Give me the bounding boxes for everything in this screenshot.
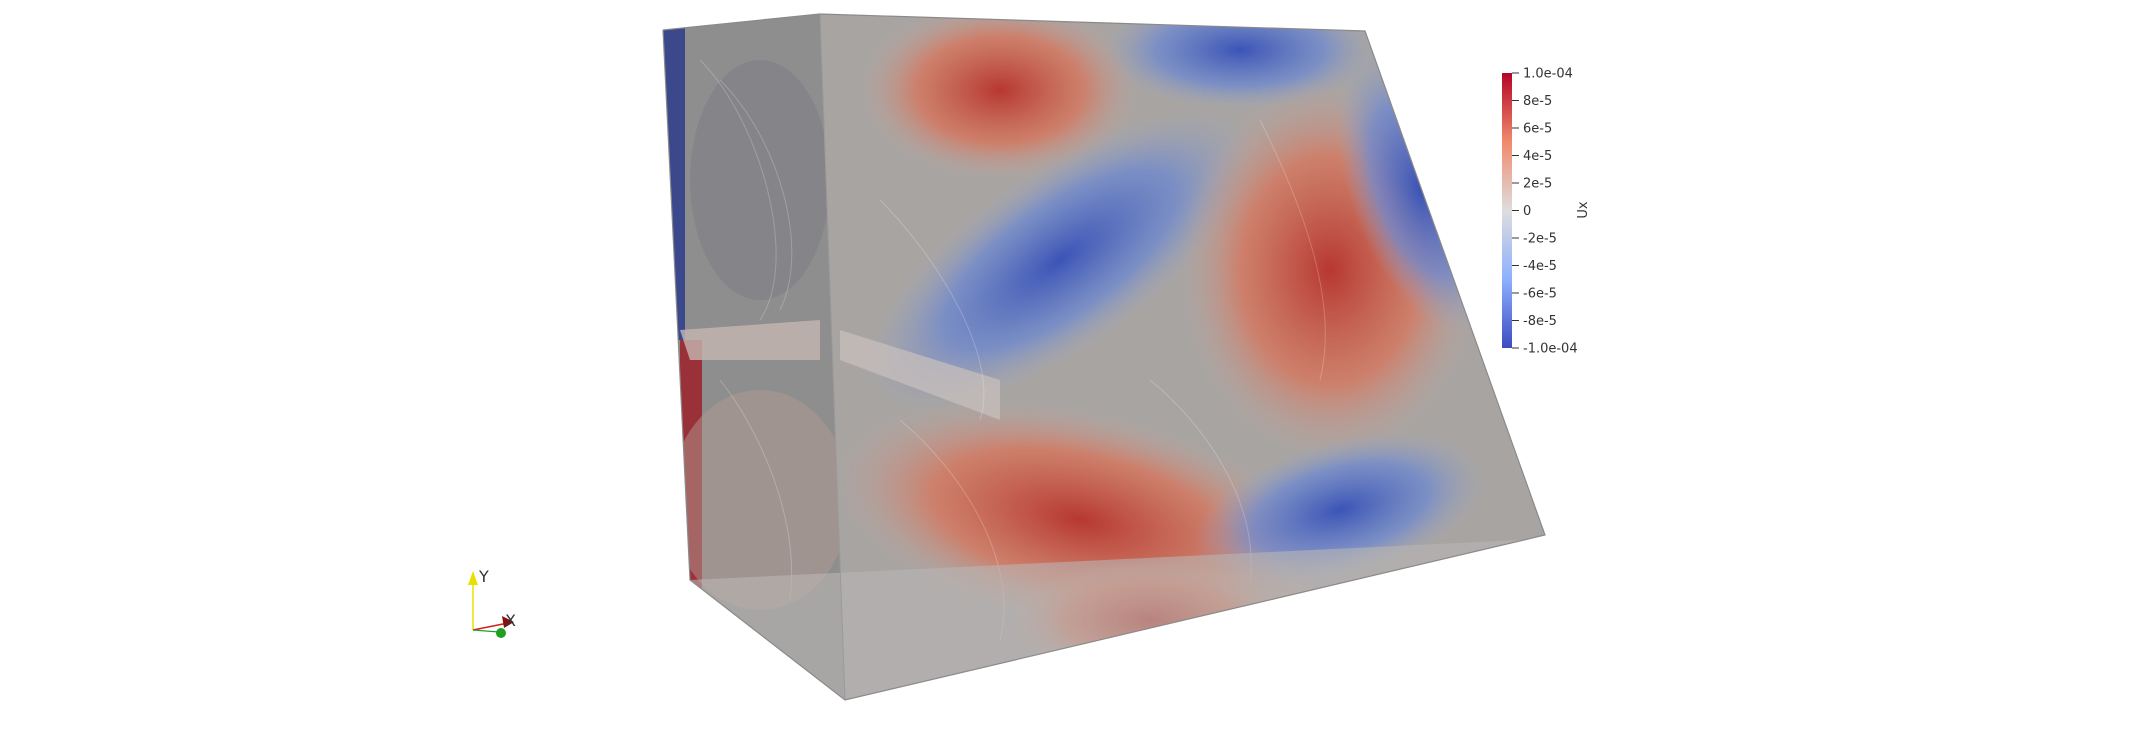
scalar-bar-tick-label: 2e-5	[1523, 177, 1552, 192]
y-axis-label: Y	[478, 567, 489, 586]
scalar-bar-tick-label: 1.0e-04	[1523, 67, 1573, 82]
scalar-bar-tick-label: 8e-5	[1523, 94, 1552, 109]
x-axis-arrow	[502, 616, 514, 628]
scalar-bar-title: Ux	[1576, 201, 1591, 219]
scalar-bar-tick-label: -8e-5	[1523, 314, 1557, 329]
x-axis-label: X	[505, 611, 516, 630]
mesh-solid	[662, 13, 1546, 701]
scalar-bar-tick-label: -2e-5	[1523, 232, 1557, 247]
scalar-bar-gradient	[1502, 73, 1512, 348]
scalar-bar-tick-label: -4e-5	[1523, 259, 1557, 274]
scalar-bar[interactable]: 1.0e-04 8e-5 6e-5 4e-5 2e-5 0 -2e-5 -4e-5 -6e-5 -…	[1502, 67, 1591, 357]
z-axis-line	[472, 629, 500, 633]
contour-lines	[699, 59, 1326, 641]
x-axis-line	[472, 622, 509, 631]
scalar-bar-tick-label: 6e-5	[1523, 122, 1552, 137]
scalar-bar-tick-label: 4e-5	[1523, 149, 1552, 164]
orientation-axes[interactable]: Y X	[468, 567, 516, 638]
scalar-bar-tick-label: -6e-5	[1523, 287, 1557, 302]
scalar-bar-tick-label: -1.0e-04	[1523, 342, 1578, 357]
y-axis-arrow	[468, 571, 478, 585]
z-axis-marker	[496, 628, 506, 638]
scalar-bar-tick-label: 0	[1523, 204, 1531, 219]
mesh-bottom-face	[690, 535, 1545, 700]
